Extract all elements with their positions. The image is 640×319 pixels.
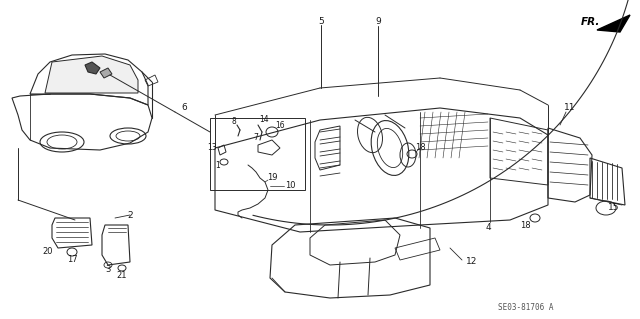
Text: 15: 15 xyxy=(608,204,620,212)
Polygon shape xyxy=(45,56,138,93)
Text: 14: 14 xyxy=(259,115,269,124)
Text: 20: 20 xyxy=(43,248,53,256)
Text: FR.: FR. xyxy=(581,17,600,27)
Text: 9: 9 xyxy=(375,18,381,26)
Text: 17: 17 xyxy=(67,256,77,264)
Text: 6: 6 xyxy=(181,103,187,113)
Text: 21: 21 xyxy=(116,271,127,279)
Text: 12: 12 xyxy=(467,257,477,266)
Text: 16: 16 xyxy=(275,121,285,130)
Text: 5: 5 xyxy=(318,18,324,26)
Bar xyxy=(210,118,305,190)
Text: 11: 11 xyxy=(564,103,576,113)
Text: 8: 8 xyxy=(232,117,236,127)
Text: 13: 13 xyxy=(207,144,217,152)
Text: 4: 4 xyxy=(485,224,491,233)
Text: 3: 3 xyxy=(106,265,111,275)
Polygon shape xyxy=(85,62,100,74)
Polygon shape xyxy=(597,15,630,32)
Text: 19: 19 xyxy=(267,174,277,182)
Text: 10: 10 xyxy=(285,182,295,190)
Text: 1: 1 xyxy=(216,161,220,170)
Text: 18: 18 xyxy=(520,220,531,229)
Text: SE03-81706 A: SE03-81706 A xyxy=(498,303,554,313)
Polygon shape xyxy=(100,68,112,78)
Text: 2: 2 xyxy=(127,211,133,219)
Text: 7: 7 xyxy=(253,133,259,143)
Text: 18: 18 xyxy=(415,144,426,152)
